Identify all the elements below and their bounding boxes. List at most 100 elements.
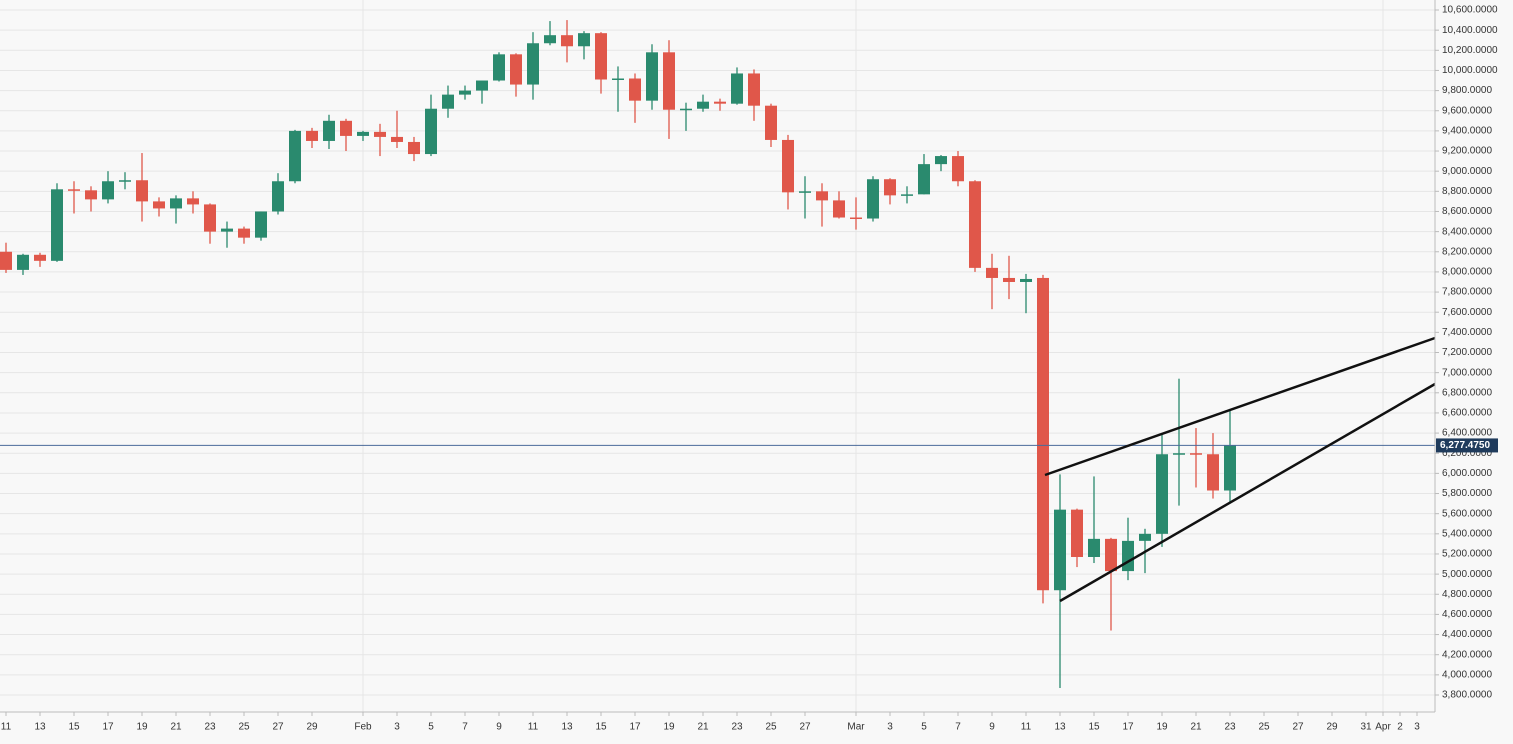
- candle-body: [867, 179, 879, 219]
- axes: 3,800.0000 4,000.0000 4,200.0000 4,400.0000…: [1, 5, 1498, 733]
- candle-body: [1173, 453, 1185, 455]
- y-tick-label: 7,600.0000: [1442, 307, 1492, 318]
- candle-body: [1088, 538, 1100, 557]
- candle-body: [544, 35, 556, 44]
- candle-body: [255, 211, 267, 238]
- y-tick-label: 5,800.0000: [1442, 488, 1492, 499]
- candle-body: [714, 101, 726, 104]
- last-price-label: 6,277.4750: [1440, 440, 1490, 451]
- y-tick-label: 6,800.0000: [1442, 387, 1492, 398]
- candle-body: [391, 136, 403, 142]
- candle-body: [799, 191, 811, 193]
- y-tick-label: 8,400.0000: [1442, 226, 1492, 237]
- candle-body: [34, 254, 46, 261]
- candle-body: [510, 54, 522, 85]
- y-tick-label: 4,600.0000: [1442, 609, 1492, 620]
- y-tick-label: 8,800.0000: [1442, 186, 1492, 197]
- candle-body: [1071, 509, 1083, 557]
- x-tick-label: 19: [1156, 722, 1168, 733]
- candle-body: [340, 120, 352, 136]
- x-tick-label: 3: [1414, 722, 1420, 733]
- candle-body: [102, 181, 114, 200]
- y-tick-label: 8,200.0000: [1442, 246, 1492, 257]
- x-tick-label: 29: [1326, 722, 1338, 733]
- candle-body: [51, 189, 63, 261]
- candle-body: [884, 179, 896, 196]
- x-tick-label: 15: [68, 722, 80, 733]
- x-tick-label: 7: [462, 722, 468, 733]
- trend-line-lower: [1059, 382, 1436, 603]
- candle-body: [952, 156, 964, 182]
- candle-body: [1003, 277, 1015, 282]
- y-tick-label: 6,600.0000: [1442, 408, 1492, 419]
- candle-body: [901, 194, 913, 196]
- candle-body: [442, 94, 454, 109]
- candle-body: [170, 198, 182, 209]
- candle-body: [306, 130, 318, 141]
- candle-body: [680, 108, 692, 111]
- x-tick-label: 31: [1360, 722, 1372, 733]
- x-tick-label: 9: [496, 722, 502, 733]
- candle-body: [1054, 509, 1066, 591]
- y-tick-label: 5,600.0000: [1442, 508, 1492, 519]
- y-tick-label: 9,600.0000: [1442, 105, 1492, 116]
- y-tick-label: 9,000.0000: [1442, 166, 1492, 177]
- candles: [0, 20, 1435, 688]
- y-tick-label: 7,000.0000: [1442, 367, 1492, 378]
- x-tick-label: 19: [136, 722, 148, 733]
- candle-body: [765, 105, 777, 140]
- y-tick-label: 9,800.0000: [1442, 85, 1492, 96]
- y-tick-label: 4,400.0000: [1442, 629, 1492, 640]
- y-tick-label: 10,200.0000: [1442, 45, 1498, 56]
- candle-body: [612, 78, 624, 80]
- y-tick-label: 5,400.0000: [1442, 528, 1492, 539]
- candle-body: [68, 189, 80, 191]
- candle-body: [578, 33, 590, 47]
- candle-body: [374, 131, 386, 137]
- candle-body: [0, 251, 12, 270]
- x-tick-label: 23: [731, 722, 743, 733]
- x-tick-label: 27: [272, 722, 284, 733]
- y-tick-label: 10,400.0000: [1442, 25, 1498, 36]
- candle-body: [986, 267, 998, 278]
- y-tick-label: 10,600.0000: [1442, 5, 1498, 16]
- candle-body: [136, 180, 148, 202]
- y-axis-panel: [1435, 0, 1513, 744]
- x-tick-label: 21: [1190, 722, 1202, 733]
- x-tick-label: 23: [1224, 722, 1236, 733]
- candle-body: [663, 52, 675, 110]
- candle-body: [85, 190, 97, 200]
- x-tick-label: 17: [1122, 722, 1134, 733]
- candle-body: [1020, 278, 1032, 282]
- x-tick-label: Mar: [847, 722, 865, 733]
- candle-body: [476, 80, 488, 91]
- candle-body: [697, 101, 709, 109]
- y-tick-label: 6,400.0000: [1442, 428, 1492, 439]
- candle-body: [459, 90, 471, 95]
- x-tick-label: 13: [561, 722, 573, 733]
- candle-body: [17, 254, 29, 270]
- y-tick-label: 5,000.0000: [1442, 569, 1492, 580]
- candle-body: [969, 181, 981, 268]
- candle-body: [561, 35, 573, 47]
- candle-body: [629, 78, 641, 101]
- x-tick-label: 15: [1088, 722, 1100, 733]
- x-tick-label: 5: [921, 722, 927, 733]
- candle-body: [935, 156, 947, 165]
- y-tick-label: 6,000.0000: [1442, 468, 1492, 479]
- candle-body: [1105, 538, 1117, 572]
- x-tick-label: 17: [629, 722, 641, 733]
- x-tick-label: 5: [428, 722, 434, 733]
- y-tick-label: 7,400.0000: [1442, 327, 1492, 338]
- candle-body: [323, 120, 335, 141]
- y-tick-label: 8,600.0000: [1442, 206, 1492, 217]
- x-tick-label: 27: [799, 722, 811, 733]
- x-tick-label: 27: [1292, 722, 1304, 733]
- candle-body: [221, 228, 233, 232]
- candle-body: [595, 33, 607, 80]
- x-tick-label: Apr: [1375, 722, 1391, 733]
- candle-body: [493, 54, 505, 81]
